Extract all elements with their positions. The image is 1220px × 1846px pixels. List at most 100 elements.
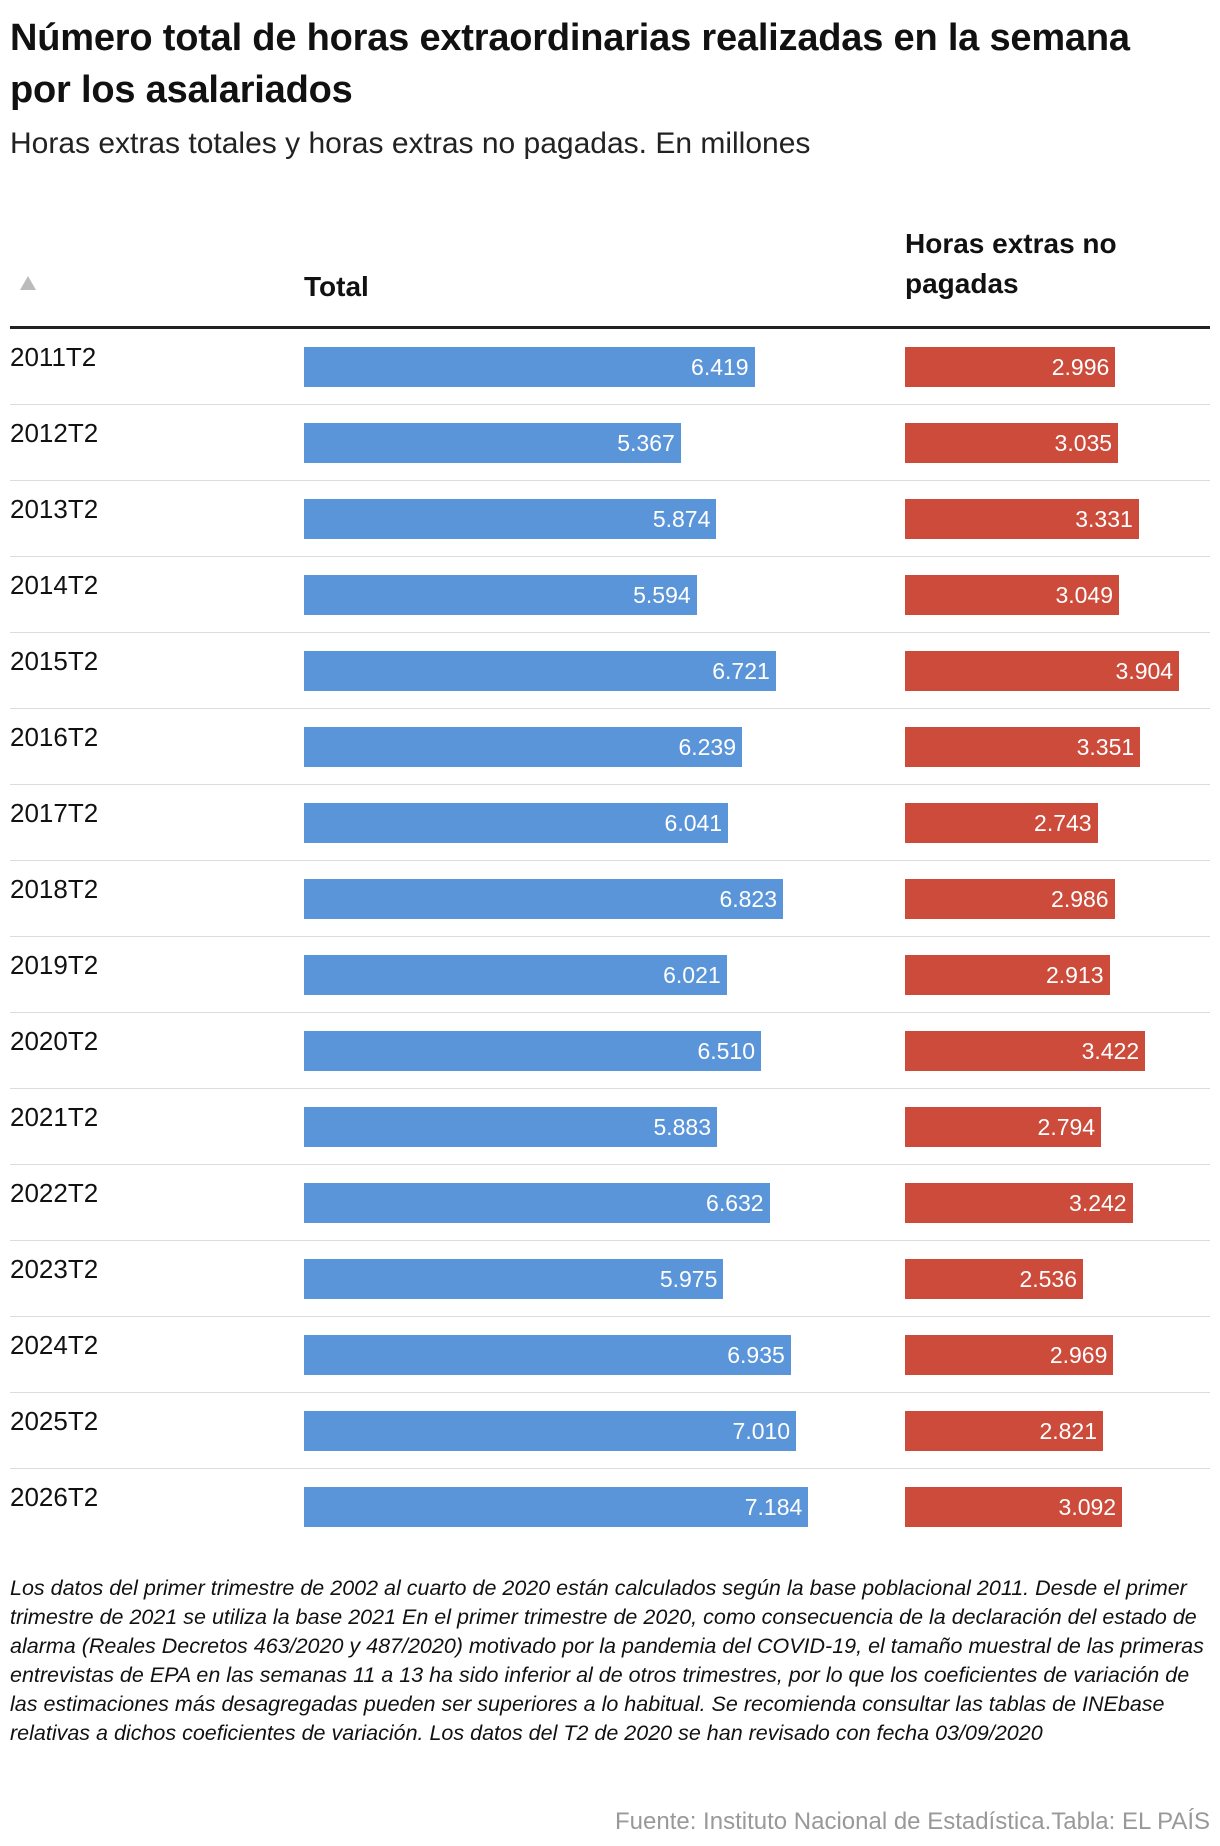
bar-total: 6.823 [304, 879, 783, 919]
row-label: 2018T2 [10, 874, 99, 904]
bar-total: 6.632 [304, 1183, 770, 1223]
bar-value-label: 3.049 [1055, 582, 1113, 608]
table-row: 2015T2 6.721 3.904 [10, 633, 1210, 709]
bar-value-label: 7.184 [744, 1494, 803, 1520]
column-header-total[interactable]: Total [304, 271, 369, 302]
bar-total: 5.367 [304, 423, 681, 463]
bar-value-label: 3.351 [1076, 734, 1135, 760]
bar-value-label: 3.422 [1081, 1038, 1140, 1064]
table-row: 2012T2 5.367 3.035 [10, 405, 1210, 481]
table-row: 2017T2 6.041 2.743 [10, 785, 1210, 861]
table-row: 2011T2 6.419 2.996 [10, 329, 1210, 405]
table-row: 2014T2 5.594 3.049 [10, 557, 1210, 633]
bar-unpaid: 3.351 [905, 727, 1141, 767]
bar-value-label: 6.239 [678, 734, 736, 760]
bar-value-label: 3.331 [1075, 506, 1133, 532]
bar-unpaid: 2.913 [905, 955, 1110, 995]
table-row: 2023T2 5.975 2.536 [10, 1241, 1210, 1317]
row-label: 2023T2 [10, 1254, 99, 1284]
footnote: Los datos del primer trimestre de 2002 a… [10, 1576, 1204, 1745]
row-label: 2012T2 [10, 418, 99, 448]
bar-total: 6.510 [304, 1031, 761, 1071]
bar-unpaid: 3.422 [905, 1031, 1146, 1071]
row-label: 2020T2 [10, 1026, 99, 1056]
bar-unpaid: 2.969 [905, 1335, 1114, 1375]
bar-total: 7.184 [304, 1487, 809, 1527]
bar-total: 6.239 [304, 727, 742, 767]
bar-total: 5.883 [304, 1107, 717, 1147]
bar-value-label: 2.743 [1034, 810, 1092, 836]
bar-value-label: 2.996 [1051, 354, 1110, 380]
table-row: 2026T2 7.184 3.092 [10, 1469, 1210, 1544]
bar-value-label: 6.721 [712, 658, 770, 684]
sort-arrow-icon[interactable] [20, 276, 36, 290]
bar-total: 6.021 [304, 955, 727, 995]
bar-unpaid: 2.536 [905, 1259, 1083, 1299]
bar-total: 5.874 [304, 499, 717, 539]
bar-value-label: 3.035 [1054, 430, 1113, 456]
bar-unpaid: 2.821 [905, 1411, 1103, 1451]
row-label: 2014T2 [10, 570, 99, 600]
row-label: 2015T2 [10, 646, 99, 676]
row-label: 2011T2 [10, 342, 97, 372]
row-label: 2024T2 [10, 1330, 99, 1360]
table-row: 2016T2 6.239 3.351 [10, 709, 1210, 785]
bar-value-label: 7.010 [732, 1418, 791, 1444]
bar-value-label: 6.041 [664, 810, 723, 836]
table-row: 2024T2 6.935 2.969 [10, 1317, 1210, 1393]
table-row: 2021T2 5.883 2.794 [10, 1089, 1210, 1165]
bar-value-label: 3.904 [1115, 658, 1174, 684]
source-credit: Fuente: Instituto Nacional de Estadístic… [615, 1808, 1210, 1835]
bar-total: 5.975 [304, 1259, 724, 1299]
row-label: 2019T2 [10, 950, 99, 980]
bar-value-label: 5.883 [653, 1114, 711, 1140]
bar-value-label: 2.821 [1039, 1418, 1097, 1444]
table-row: 2013T2 5.874 3.331 [10, 481, 1210, 557]
bar-unpaid: 2.743 [905, 803, 1098, 843]
bar-value-label: 5.975 [659, 1266, 718, 1292]
table-row: 2018T2 6.823 2.986 [10, 861, 1210, 937]
table-row: 2020T2 6.510 3.422 [10, 1013, 1210, 1089]
bar-value-label: 6.823 [719, 886, 777, 912]
table-header: Total Horas extras no pagadas [10, 220, 1210, 329]
bar-total: 6.041 [304, 803, 729, 843]
bar-value-label: 2.536 [1019, 1266, 1077, 1292]
bar-value-label: 5.367 [617, 430, 675, 456]
bar-unpaid: 3.035 [905, 423, 1119, 463]
bar-value-label: 6.510 [697, 1038, 755, 1064]
bar-value-label: 6.632 [706, 1190, 764, 1216]
bar-value-label: 5.874 [652, 506, 711, 532]
bar-value-label: 6.021 [663, 962, 721, 988]
bar-total: 6.419 [304, 347, 755, 387]
table-row: 2022T2 6.632 3.242 [10, 1165, 1210, 1241]
bar-unpaid: 3.242 [905, 1183, 1133, 1223]
table-row: 2019T2 6.021 2.913 [10, 937, 1210, 1013]
bar-unpaid: 3.092 [905, 1487, 1123, 1527]
row-label: 2025T2 [10, 1406, 99, 1436]
bar-unpaid: 2.986 [905, 879, 1115, 919]
bar-value-label: 2.986 [1051, 886, 1109, 912]
bar-unpaid: 2.996 [905, 347, 1116, 387]
bar-total: 6.721 [304, 651, 776, 691]
bar-unpaid: 2.794 [905, 1107, 1102, 1147]
column-header-unpaid[interactable]: Horas extras no pagadas [905, 228, 1117, 299]
bar-value-label: 3.092 [1058, 1494, 1117, 1520]
bar-value-label: 5.594 [633, 582, 691, 608]
bar-unpaid: 3.049 [905, 575, 1119, 615]
bar-total: 7.010 [304, 1411, 797, 1451]
row-label: 2016T2 [10, 722, 99, 752]
table-body: 2011T2 6.419 2.996 2012T2 5.367 3.035 2013T2 5.… [10, 329, 1210, 1544]
chart-title: Número total de horas extraordinarias re… [10, 17, 1130, 111]
row-label: 2013T2 [10, 494, 99, 524]
bar-unpaid: 3.904 [905, 651, 1180, 691]
bar-value-label: 6.419 [691, 354, 749, 380]
table-row: 2025T2 7.010 2.821 [10, 1393, 1210, 1469]
bar-value-label: 2.794 [1037, 1114, 1096, 1140]
row-label: 2022T2 [10, 1178, 99, 1208]
bar-unpaid: 3.331 [905, 499, 1139, 539]
chart-subtitle: Horas extras totales y horas extras no p… [10, 127, 811, 160]
bar-total: 6.935 [304, 1335, 791, 1375]
row-label: 2026T2 [10, 1482, 99, 1512]
bar-value-label: 3.242 [1069, 1190, 1127, 1216]
bar-value-label: 2.913 [1045, 962, 1104, 988]
